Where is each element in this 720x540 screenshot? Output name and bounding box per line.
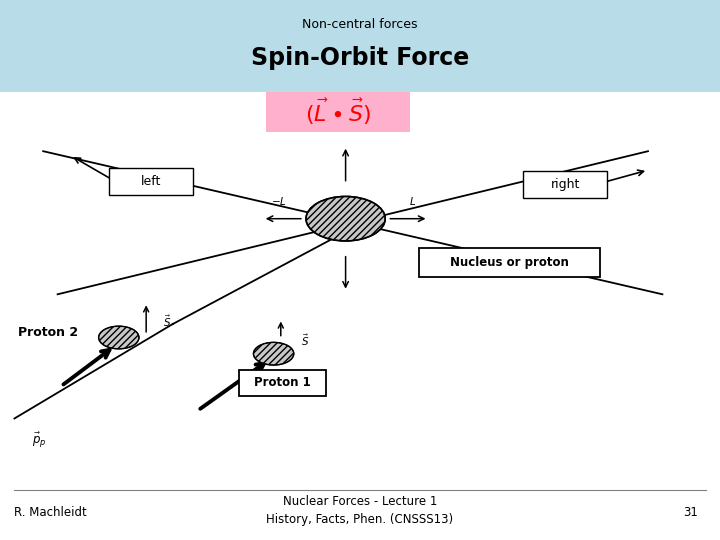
Text: Spin-Orbit Force: Spin-Orbit Force bbox=[251, 46, 469, 70]
Text: $\vec{S}$: $\vec{S}$ bbox=[301, 333, 309, 348]
Ellipse shape bbox=[99, 326, 139, 349]
FancyBboxPatch shape bbox=[109, 168, 193, 195]
Text: $\vec{S}$: $\vec{S}$ bbox=[163, 314, 171, 329]
Text: Nuclear Forces - Lecture 1
History, Facts, Phen. (CNSSS13): Nuclear Forces - Lecture 1 History, Fact… bbox=[266, 495, 454, 526]
Text: left: left bbox=[141, 176, 161, 188]
Ellipse shape bbox=[253, 342, 294, 365]
Text: $(\vec{L} \bullet \vec{S})$: $(\vec{L} \bullet \vec{S})$ bbox=[305, 97, 372, 127]
Text: $\vec{p}_p$: $\vec{p}_p$ bbox=[32, 430, 47, 450]
Text: Proton 1: Proton 1 bbox=[254, 376, 311, 389]
FancyBboxPatch shape bbox=[523, 171, 607, 198]
Text: Nucleus or proton: Nucleus or proton bbox=[450, 256, 569, 269]
Bar bbox=[266, 92, 410, 132]
Bar bbox=[0, 0, 720, 92]
Text: Proton 2: Proton 2 bbox=[18, 326, 78, 339]
FancyBboxPatch shape bbox=[419, 248, 600, 277]
Text: right: right bbox=[551, 178, 580, 191]
Text: $-L$: $-L$ bbox=[271, 195, 287, 207]
Text: R. Machleidt: R. Machleidt bbox=[14, 507, 87, 519]
Ellipse shape bbox=[306, 197, 385, 241]
Text: 31: 31 bbox=[683, 507, 698, 519]
Text: Non-central forces: Non-central forces bbox=[302, 18, 418, 31]
Text: $L$: $L$ bbox=[409, 195, 416, 207]
FancyBboxPatch shape bbox=[239, 370, 326, 396]
